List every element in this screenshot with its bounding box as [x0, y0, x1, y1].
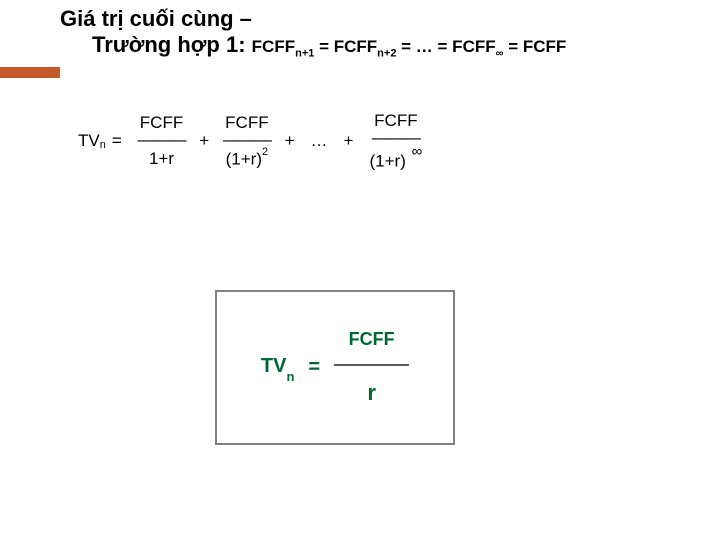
ellipsis: … — [311, 131, 328, 151]
box-lhs-sub: n — [286, 369, 294, 384]
box-lhs: TVn — [261, 355, 295, 379]
sub-t2: = FCFF — [314, 37, 377, 56]
title-block: Giá trị cuối cùng – Trường hợp 1: FCFFn+… — [0, 0, 720, 65]
title-prefix: Trường hợp 1: — [92, 32, 252, 57]
sub-t1: FCFF — [252, 37, 295, 56]
sub-t4: = FCFF — [503, 37, 566, 56]
box-num: FCFF — [349, 329, 395, 358]
lhs-base: TV — [78, 131, 100, 151]
box-den: r — [367, 372, 376, 406]
frac3-den: (1+r) ∞ — [365, 144, 426, 173]
result-box: TVn = FCFF r — [215, 290, 455, 445]
plus-3: + — [344, 131, 354, 151]
frac1-den: 1+r — [145, 146, 178, 170]
title-line-2: Trường hợp 1: FCFFn+1 = FCFFn+2 = … = FC… — [92, 32, 720, 59]
frac2-line: ——— — [223, 134, 271, 146]
title-line-1: Giá trị cuối cùng – — [60, 6, 720, 32]
lhs-eq: = — [112, 131, 122, 151]
box-eq: = — [308, 356, 320, 379]
fraction-2: FCFF ——— (1+r)2 — [221, 112, 272, 171]
sub-t3: = … = FCFF — [396, 37, 495, 56]
fraction-3: FCFF ——— (1+r) ∞ — [365, 110, 426, 173]
main-formula: TVn = FCFF ——— 1+r + FCFF ——— (1+r)2 + …… — [78, 110, 430, 173]
accent-bar — [0, 67, 60, 78]
lhs-sub: n — [100, 139, 106, 151]
fraction-1: FCFF ——— 1+r — [136, 112, 187, 170]
sub-s2: n+2 — [377, 47, 396, 59]
box-formula: TVn = FCFF r — [261, 329, 409, 406]
box-divider — [334, 364, 409, 366]
plus-2: + — [285, 131, 295, 151]
box-fraction: FCFF r — [334, 329, 409, 406]
frac2-den: (1+r)2 — [222, 146, 273, 171]
plus-1: + — [199, 131, 209, 151]
formula-lhs: TVn = — [78, 131, 122, 151]
frac1-line: ——— — [138, 134, 186, 146]
box-lhs-base: TV — [261, 355, 287, 377]
subtitle-formula: FCFFn+1 = FCFFn+2 = … = FCFF∞ = FCFF — [252, 37, 567, 56]
sub-s1: n+1 — [295, 47, 314, 59]
